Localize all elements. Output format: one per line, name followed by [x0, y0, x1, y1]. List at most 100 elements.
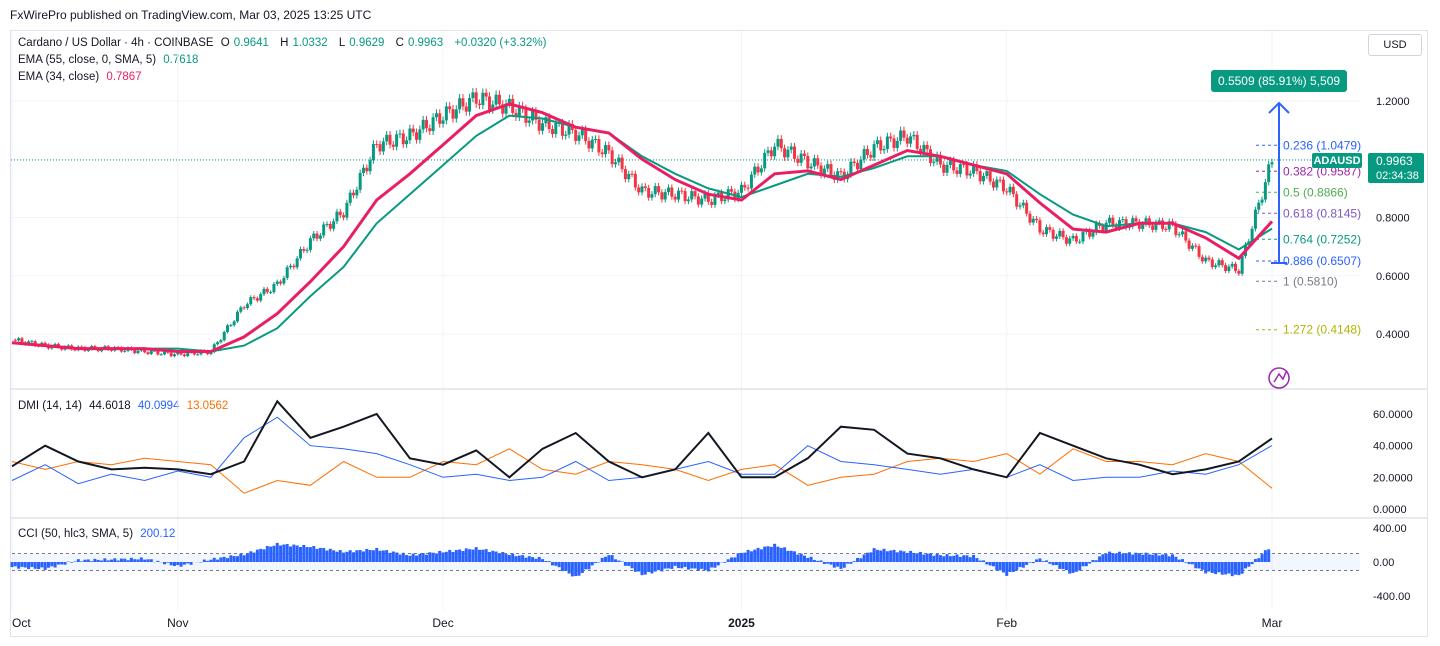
fib-level-label: 1 (0.5810) — [1283, 274, 1338, 288]
cci-bar — [610, 555, 614, 562]
cci-legend[interactable]: CCI (50, hlc3, SMA, 5) 200.12 — [18, 528, 179, 540]
candle-body — [252, 297, 256, 299]
candle-body — [517, 106, 521, 118]
dmi-legend[interactable]: DMI (14, 14) 44.6018 40.0994 13.0562 — [18, 400, 232, 412]
cci-bar — [119, 558, 123, 562]
cci-bar — [458, 549, 462, 562]
cci-bar — [156, 560, 160, 562]
price-pane — [11, 88, 1274, 358]
candle-body — [885, 136, 889, 150]
cci-bar — [942, 556, 946, 562]
candle-body — [776, 138, 780, 147]
candle-body — [560, 122, 564, 136]
candle-body — [640, 186, 644, 193]
candle-body — [686, 199, 690, 202]
currency-button[interactable]: USD — [1368, 34, 1422, 56]
cci-bar — [836, 562, 840, 567]
candle-body — [401, 133, 405, 145]
cci-bar — [385, 550, 389, 562]
candle-body — [1071, 235, 1075, 239]
ema34-legend[interactable]: EMA (34, close) 0.7867 — [18, 71, 146, 83]
cci-bar — [766, 546, 770, 562]
candle-body — [660, 192, 664, 200]
candle-body — [1230, 263, 1234, 267]
cci-bar — [849, 562, 853, 564]
candle-body — [179, 351, 183, 355]
cci-bar — [325, 550, 329, 562]
symbol-tag: ADAUSD — [1313, 155, 1360, 167]
candle-body — [464, 106, 468, 112]
fib-level-label: 0.764 (0.7252) — [1283, 232, 1361, 246]
candle-body — [527, 120, 531, 123]
cci-bar — [826, 562, 830, 564]
pane-separators — [11, 159, 1427, 519]
cci-bar — [33, 562, 37, 569]
cci-bar — [809, 556, 813, 562]
candle-body — [1270, 162, 1274, 165]
candle-body — [497, 94, 501, 105]
cci-bar — [1257, 558, 1261, 562]
candle-body — [219, 340, 223, 343]
candle-body — [577, 135, 581, 141]
candle-body — [262, 288, 266, 295]
candle-body — [418, 129, 422, 140]
candle-body — [176, 351, 180, 355]
cci-bar — [1005, 562, 1009, 576]
candle-body — [567, 123, 571, 135]
ema55-legend[interactable]: EMA (55, close, 0, SMA, 5) 0.7618 — [18, 54, 202, 66]
candle-body — [531, 111, 535, 121]
candle-body — [637, 187, 641, 193]
cci-bar — [1054, 562, 1058, 566]
cci-bar — [348, 550, 352, 562]
cci-bar — [584, 562, 588, 570]
candle-body — [812, 158, 816, 167]
cci-bar — [421, 553, 425, 562]
cci-bar — [1200, 562, 1204, 570]
candle-body — [680, 190, 684, 192]
cci-bar — [352, 552, 356, 562]
candle-body — [408, 128, 412, 141]
cci-bar — [1267, 549, 1271, 562]
cci-bar — [998, 562, 1002, 571]
time-axis-label: Dec — [432, 616, 453, 630]
cci-bar — [401, 552, 405, 562]
cci-bar — [494, 551, 498, 562]
candle-body — [693, 191, 697, 197]
cci-bar — [978, 560, 982, 562]
candle-body — [862, 149, 866, 160]
candle-body — [667, 187, 671, 193]
cci-bar — [521, 555, 525, 562]
cci-bar — [842, 562, 846, 568]
candle-body — [554, 122, 558, 134]
cci-bar — [1068, 562, 1072, 574]
symbol-legend[interactable]: Cardano / US Dollar · 4h · COINBASE O 0.9… — [18, 37, 550, 49]
cci-bar — [640, 562, 644, 576]
fib-level-label: 0.618 (0.8145) — [1283, 206, 1361, 220]
candle-body — [1131, 218, 1135, 227]
cci-bar — [829, 562, 833, 565]
candle-body — [478, 103, 482, 106]
cci-bar — [113, 558, 117, 562]
candle-body — [226, 325, 230, 333]
measure-label: 0.5509 (85.91%) 5,509 — [1218, 74, 1340, 88]
candle-body — [424, 119, 428, 129]
candle-body — [342, 215, 346, 218]
cci-bar — [1114, 553, 1118, 562]
cci-bar — [464, 548, 468, 562]
candle-body — [388, 134, 392, 145]
candle-body — [484, 92, 488, 97]
candle-body — [1234, 263, 1238, 271]
candle-body — [1154, 222, 1158, 230]
candle-body — [335, 211, 339, 222]
candle-body — [1167, 221, 1171, 230]
candle-body — [700, 198, 704, 205]
cci-bar — [852, 561, 856, 562]
candle-body — [925, 144, 929, 150]
dmi-plus-value: 40.0994 — [137, 400, 180, 412]
candle-body — [524, 108, 528, 123]
candle-body — [454, 109, 458, 119]
candle-body — [872, 144, 876, 158]
cci-bar — [275, 542, 279, 562]
cci-bar — [219, 557, 223, 562]
